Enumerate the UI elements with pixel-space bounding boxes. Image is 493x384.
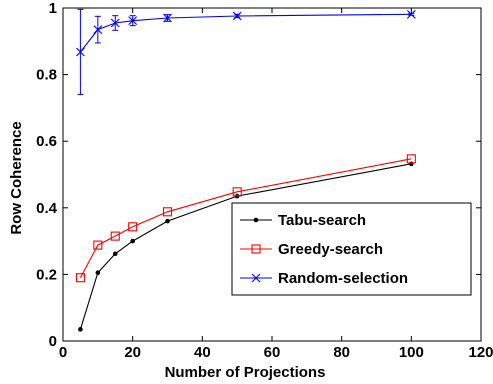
legend-label: Greedy-search (278, 241, 383, 258)
x-marker-stroke (406, 9, 416, 19)
legend-label: Tabu-search (278, 212, 366, 229)
data-point (93, 240, 103, 250)
x-tick-label: 40 (194, 344, 211, 361)
legend-marker (251, 244, 261, 254)
x-tick-label: 120 (468, 344, 493, 361)
data-point (163, 13, 172, 23)
legend: Tabu-search Greedy-search Random-selection (231, 202, 472, 296)
axis-ticks (62, 7, 482, 342)
y-tick-label: 0.4 (36, 200, 58, 217)
data-point (93, 25, 103, 35)
legend-item: Random-selection (240, 270, 408, 287)
x-tick-labels: 0 20 40 60 80 100 120 (59, 344, 493, 361)
data-point (95, 270, 101, 276)
x-marker-stroke (93, 25, 103, 35)
x-tick-label: 60 (264, 344, 281, 361)
data-point (110, 18, 120, 28)
y-tick-label: 0 (49, 333, 57, 350)
series-line (79, 158, 412, 278)
data-point (76, 47, 85, 57)
legend-item: Tabu-search (240, 212, 366, 229)
y-axis-label: Row Coherence (8, 121, 25, 234)
x-marker-stroke (128, 16, 138, 26)
data-point (75, 273, 85, 283)
data-point (165, 218, 170, 224)
x-marker-stroke (251, 273, 261, 283)
series-line (79, 13, 412, 53)
legend-item: Greedy-search (240, 241, 383, 258)
data-point (232, 11, 242, 21)
x-marker-stroke (232, 11, 242, 21)
y-tick-label: 0.8 (36, 67, 57, 84)
series-group (75, 8, 416, 332)
x-tick-label: 100 (399, 344, 424, 361)
data-point (128, 16, 138, 26)
x-marker-stroke (110, 18, 120, 28)
legend-marker (251, 273, 261, 283)
data-point (130, 238, 135, 244)
legend-label: Random-selection (278, 270, 408, 287)
x-tick-label: 80 (333, 344, 350, 361)
x-marker-stroke (76, 47, 85, 57)
data-point (232, 187, 242, 197)
y-tick-labels: 0 0.2 0.4 0.6 0.8 1 (36, 0, 58, 350)
series-greedy-search (75, 154, 416, 283)
x-tick-label: 20 (124, 344, 141, 361)
y-tick-label: 1 (49, 0, 57, 17)
data-point (128, 222, 138, 232)
y-tick-label: 0.2 (36, 266, 57, 283)
legend-marker (253, 217, 259, 223)
x-marker-stroke (163, 13, 172, 23)
data-point (78, 327, 83, 332)
data-point (110, 231, 120, 241)
data-point (406, 154, 416, 164)
data-point (112, 251, 118, 257)
x-tick-label: 0 (59, 344, 67, 361)
y-tick-label: 0.6 (36, 133, 57, 150)
series-random-selection (76, 8, 416, 96)
x-axis-label: Number of Projections (165, 364, 326, 381)
data-point (406, 9, 416, 19)
data-point (162, 207, 173, 217)
